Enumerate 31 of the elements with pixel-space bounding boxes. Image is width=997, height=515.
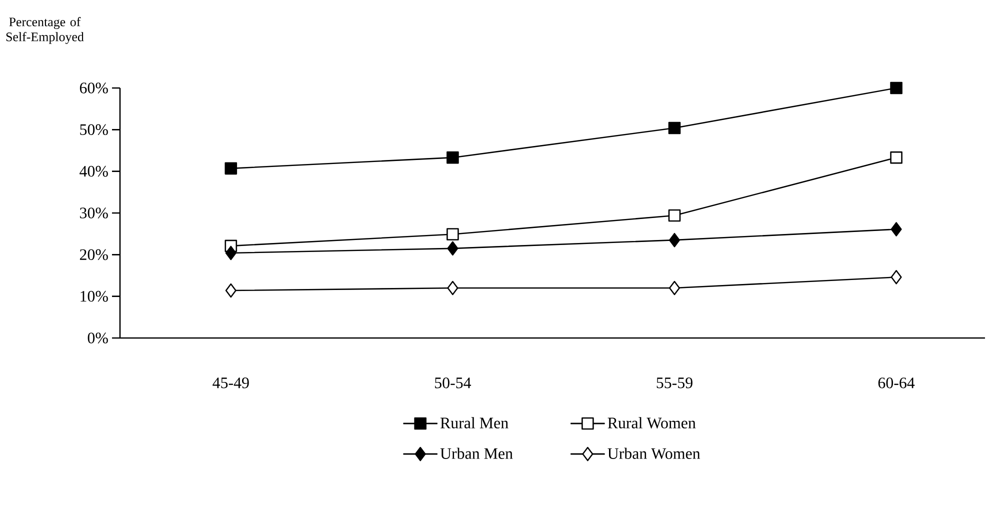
y-tick-label: 40%	[80, 166, 108, 177]
point	[446, 228, 459, 240]
point	[890, 82, 902, 94]
point	[224, 162, 238, 175]
y-axis-title: Percentage of Self-Employed	[6, 17, 84, 44]
legend-label: Urban Men	[440, 448, 513, 459]
point	[225, 283, 236, 298]
point	[225, 246, 236, 260]
y-tick-label: 50%	[80, 124, 108, 136]
point	[447, 241, 458, 256]
legend-label: Rural Women	[608, 417, 696, 428]
y-tick-label: 0%	[88, 332, 108, 344]
y-tick-label: 30%	[80, 208, 108, 218]
point	[890, 222, 902, 236]
y-tick-label: 20%	[80, 249, 108, 260]
point	[446, 151, 459, 164]
point	[668, 232, 680, 248]
point	[668, 122, 681, 134]
point	[668, 209, 681, 222]
x-tick-label: 50-54	[435, 378, 472, 388]
x-tick-label: 60-64	[878, 378, 915, 388]
legend-label: Urban Women	[608, 448, 700, 460]
point	[890, 270, 902, 284]
x-tick-label: 55-59	[656, 378, 692, 388]
point	[890, 151, 902, 164]
y-tick-label: 60%	[80, 82, 108, 94]
x-tick-label: 45-49	[212, 378, 249, 388]
point	[668, 280, 680, 296]
y-tick-label: 10%	[80, 290, 108, 302]
point	[447, 280, 458, 296]
legend-label: Rural Men	[440, 417, 508, 428]
